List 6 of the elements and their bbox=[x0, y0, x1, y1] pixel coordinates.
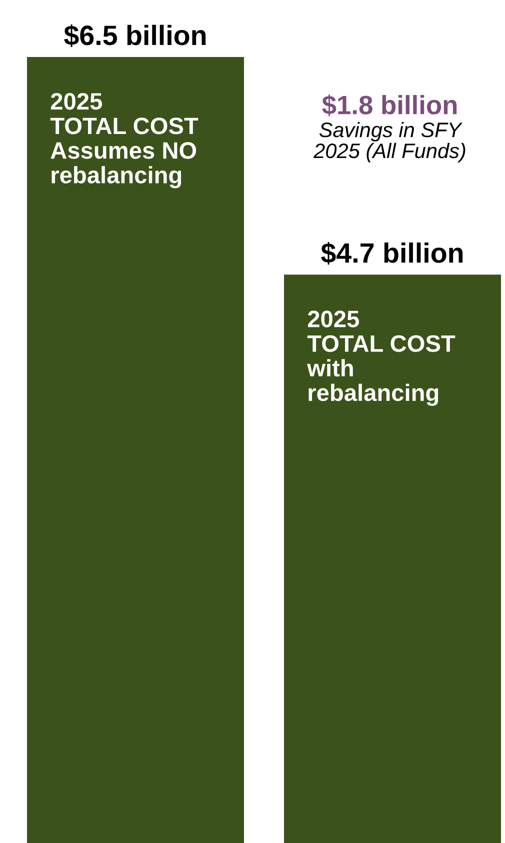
x-tick-label: 2025 TOTAL COST with rebalancing bbox=[307, 310, 456, 406]
data-label: $6.5 billion bbox=[64, 24, 206, 48]
annotation: Savings in SFY 2025 (All Funds) bbox=[313, 122, 466, 162]
annotation: $1.8 billion bbox=[322, 94, 457, 116]
x-tick-label: 2025 TOTAL COST Assumes NO rebalancing bbox=[50, 92, 198, 188]
data-label: $4.7 billion bbox=[321, 242, 463, 265]
